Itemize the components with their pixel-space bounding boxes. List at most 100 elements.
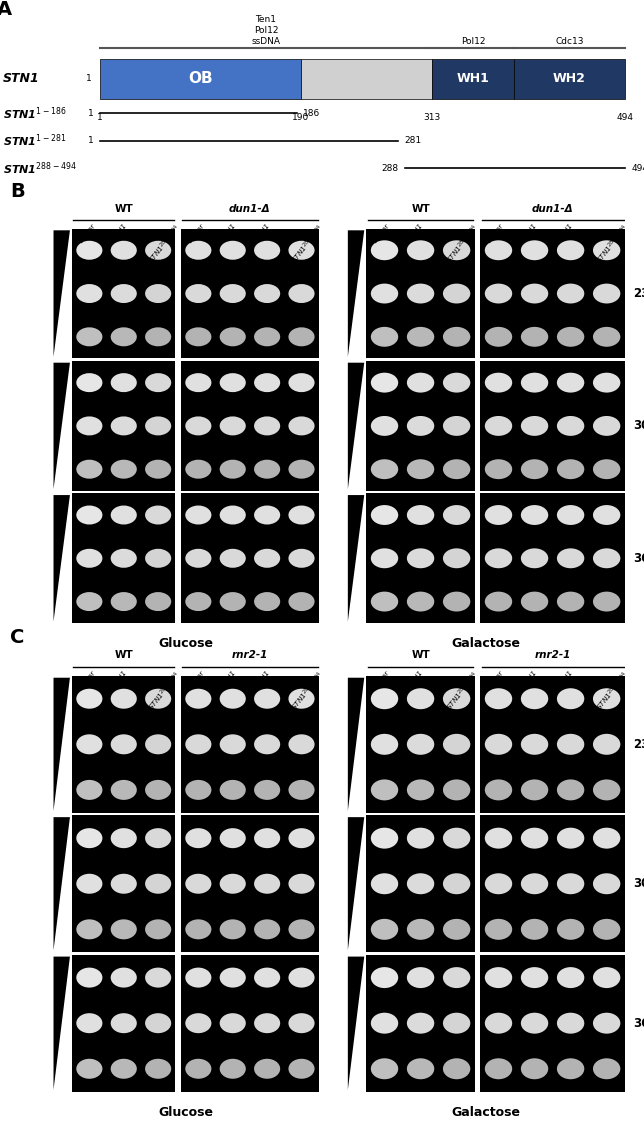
Circle shape	[521, 873, 548, 894]
Text: STN1: STN1	[221, 669, 237, 688]
Text: STN1$^{288-494}$: STN1$^{288-494}$	[146, 222, 184, 265]
Circle shape	[220, 1059, 246, 1079]
Circle shape	[111, 285, 137, 303]
Circle shape	[407, 1058, 434, 1079]
Bar	[72, 361, 175, 491]
Bar	[480, 493, 625, 623]
Circle shape	[593, 415, 620, 436]
Circle shape	[521, 283, 548, 304]
Circle shape	[220, 549, 246, 568]
Circle shape	[557, 873, 584, 894]
Text: Vector: Vector	[186, 222, 205, 244]
Circle shape	[407, 415, 434, 436]
Text: Galactose: Galactose	[451, 637, 521, 650]
Circle shape	[111, 549, 137, 568]
Circle shape	[145, 460, 171, 479]
Circle shape	[485, 460, 512, 479]
Circle shape	[111, 417, 137, 436]
Circle shape	[254, 734, 280, 754]
Text: WH1: WH1	[457, 72, 489, 85]
Circle shape	[521, 1013, 548, 1034]
Circle shape	[111, 327, 137, 347]
Circle shape	[593, 240, 620, 260]
Circle shape	[254, 506, 280, 525]
Polygon shape	[348, 956, 365, 1089]
Circle shape	[76, 1059, 102, 1079]
Circle shape	[557, 919, 584, 939]
Circle shape	[371, 1013, 398, 1034]
Text: WT: WT	[411, 204, 430, 213]
Circle shape	[76, 734, 102, 754]
Circle shape	[557, 373, 584, 393]
Circle shape	[220, 734, 246, 754]
Circle shape	[111, 240, 137, 260]
Circle shape	[111, 780, 137, 800]
Circle shape	[521, 1058, 548, 1079]
Circle shape	[289, 780, 314, 800]
Circle shape	[557, 549, 584, 568]
Circle shape	[557, 1058, 584, 1079]
Polygon shape	[348, 495, 365, 621]
Circle shape	[76, 460, 102, 479]
Circle shape	[443, 689, 470, 709]
Circle shape	[254, 240, 280, 260]
Circle shape	[254, 968, 280, 988]
Circle shape	[111, 374, 137, 392]
Circle shape	[254, 327, 280, 347]
Circle shape	[557, 828, 584, 849]
Bar	[514, 59, 625, 98]
Circle shape	[111, 592, 137, 611]
Circle shape	[593, 505, 620, 525]
Circle shape	[521, 240, 548, 260]
Text: 36°: 36°	[634, 552, 644, 564]
Circle shape	[593, 919, 620, 939]
Text: OB: OB	[188, 71, 213, 86]
Circle shape	[371, 734, 398, 755]
Circle shape	[145, 689, 171, 709]
Circle shape	[220, 874, 246, 894]
Circle shape	[593, 968, 620, 988]
Circle shape	[485, 734, 512, 755]
Circle shape	[443, 460, 470, 479]
Circle shape	[111, 968, 137, 988]
Bar	[480, 676, 625, 813]
Circle shape	[111, 874, 137, 894]
Bar	[181, 676, 319, 813]
Polygon shape	[53, 956, 70, 1089]
Circle shape	[185, 592, 211, 611]
Circle shape	[557, 505, 584, 525]
Circle shape	[76, 1013, 102, 1033]
Circle shape	[145, 592, 171, 611]
Circle shape	[220, 506, 246, 525]
Circle shape	[145, 968, 171, 988]
Circle shape	[521, 415, 548, 436]
Polygon shape	[348, 677, 365, 811]
Circle shape	[220, 968, 246, 988]
Circle shape	[220, 592, 246, 611]
Circle shape	[76, 417, 102, 436]
Circle shape	[557, 734, 584, 755]
Circle shape	[521, 919, 548, 939]
Circle shape	[443, 240, 470, 260]
Circle shape	[111, 919, 137, 939]
Circle shape	[254, 417, 280, 436]
Circle shape	[407, 873, 434, 894]
Circle shape	[443, 968, 470, 988]
Circle shape	[185, 549, 211, 568]
Circle shape	[220, 285, 246, 303]
Circle shape	[145, 919, 171, 939]
Circle shape	[289, 689, 314, 709]
Circle shape	[593, 592, 620, 612]
Circle shape	[289, 417, 314, 436]
Bar	[366, 361, 475, 491]
Text: STN1$^{288-494}$: STN1$^{288-494}$	[3, 160, 77, 176]
Circle shape	[220, 689, 246, 709]
Circle shape	[557, 283, 584, 304]
Circle shape	[111, 506, 137, 525]
Text: STN1$^{288-494}$: STN1$^{288-494}$	[444, 222, 482, 265]
Circle shape	[593, 779, 620, 800]
Circle shape	[557, 460, 584, 479]
Text: 186: 186	[303, 108, 321, 117]
Circle shape	[254, 1013, 280, 1033]
Polygon shape	[53, 677, 70, 811]
